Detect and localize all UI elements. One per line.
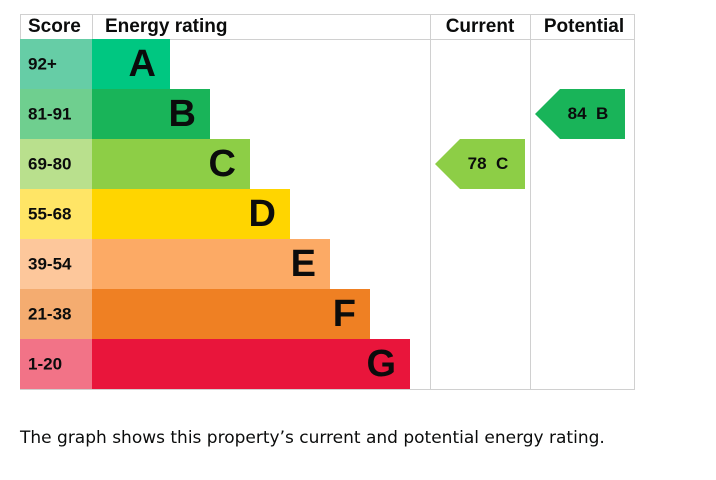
score-label: 69-80 — [28, 154, 71, 173]
potential-value: 84 — [568, 104, 587, 123]
score-cell — [20, 139, 92, 189]
score-cell — [20, 289, 92, 339]
rating-bar — [92, 39, 170, 89]
rating-letter: F — [333, 293, 356, 335]
rating-bar — [92, 289, 370, 339]
potential-letter: B — [596, 104, 608, 123]
score-cell — [20, 89, 92, 139]
current-value: 78 — [468, 154, 487, 173]
rating-letter: A — [129, 43, 156, 85]
score-label: 92+ — [28, 54, 57, 73]
score-cell — [20, 239, 92, 289]
score-label: 81-91 — [28, 104, 71, 123]
score-label: 55-68 — [28, 204, 71, 223]
current-arrow — [435, 139, 525, 189]
header-current: Current — [446, 16, 515, 37]
potential-label: 84 B — [568, 104, 609, 123]
header-potential: Potential — [544, 16, 624, 37]
score-label: 1-20 — [28, 354, 62, 373]
score-label: 21-38 — [28, 304, 71, 323]
rating-letter: G — [366, 343, 396, 385]
rating-bar — [92, 189, 290, 239]
rating-bar — [92, 339, 410, 389]
rating-letter: B — [169, 93, 196, 135]
score-label: 39-54 — [28, 254, 72, 273]
header-rating: Energy rating — [105, 16, 227, 37]
score-cell — [20, 189, 92, 239]
score-cell — [20, 39, 92, 89]
rating-bar — [92, 139, 250, 189]
potential-arrow — [535, 89, 625, 139]
current-letter: C — [496, 154, 508, 173]
rating-bar — [92, 239, 330, 289]
score-cell — [20, 339, 92, 389]
current-label: 78 C — [468, 154, 509, 173]
header-score: Score — [28, 16, 81, 37]
rating-letter: D — [249, 193, 276, 235]
rating-letter: E — [291, 243, 316, 285]
caption: The graph shows this property’s current … — [20, 428, 605, 448]
epc-chart: Score Energy rating Current Potential 92… — [20, 14, 635, 390]
rating-letter: C — [209, 143, 236, 185]
rating-bar — [92, 89, 210, 139]
